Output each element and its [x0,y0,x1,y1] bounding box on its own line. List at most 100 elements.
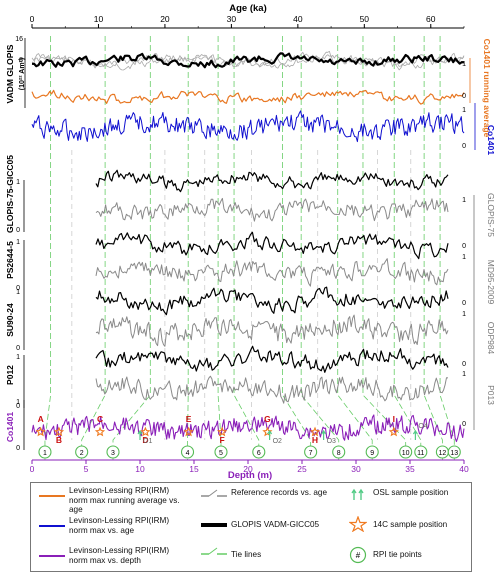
left-scale-1: 1 [16,239,20,246]
right-scale-0: 0 [462,93,466,100]
tie-point-label: 5 [219,450,223,457]
vadm-tick-16: 16 [15,36,23,43]
svg-text:#: # [356,551,361,560]
co1401-age-curve [31,110,465,143]
right-scale-0: 0 [462,361,466,368]
legend-norm-age: Levinson-Lessing RPI(IRM) norm max vs. a… [69,516,170,535]
left-scale-0: 0 [16,285,20,292]
osl-marker [267,429,273,440]
right-scale-0: 0 [462,143,466,150]
tie-point-label: 2 [80,450,84,457]
tie-point-circle [414,445,428,459]
c14-label: A [38,414,44,424]
right-labels: Co1401 running average Co1401 GLOPIS-75 … [462,39,496,430]
right-scale-1: 1 [462,61,466,68]
left-scale-1: 1 [16,179,20,186]
p013-curve [95,375,449,404]
top-tick-label: 50 [360,14,370,24]
glopis-gicc-label: GLOPIS-75-GICC05 [5,155,15,233]
tie-point-circle [332,445,346,459]
c14-label: H [312,435,318,445]
md95-label: MD95-2009 [486,260,496,305]
c14-star-marker [94,426,106,437]
right-scale-1: 1 [462,197,466,204]
tie-point-circle [304,445,318,459]
tie-point-circle [399,445,413,459]
c14-label: C [97,414,103,424]
tie-point-label: 9 [370,450,374,457]
left-scale-1: 1 [16,289,20,296]
legend-norm-depth: Levinson-Lessing RPI(IRM) norm max vs. d… [69,546,170,565]
glopis-vadm-envelope [31,54,465,71]
su90-curve [95,286,449,316]
ps2644-curve [95,231,449,260]
odp984-curve [95,314,449,347]
osl-label: O1 [143,438,152,445]
c14-star-marker [309,426,321,437]
left-scale-0: 0 [16,445,20,452]
co1401-depth-curve [31,414,465,443]
top-axis-title: Age (ka) [229,3,266,14]
c14-star-marker [35,426,46,437]
c14-label: F [219,435,224,445]
c14-star-marker [183,426,194,437]
bottom-depth-axis: 0 5 10 15 20 25 30 35 40 Depth (m) [30,459,469,481]
right-scale-0: 0 [462,300,466,307]
glopis-vadm-envelope [31,50,465,68]
left-scale-0: 0 [16,227,20,234]
vadm-label: VADM GLOPIS [5,44,15,103]
left-scale-1: 1 [16,354,20,361]
right-scale-1: 1 [462,107,466,114]
c14-star-marker [388,426,399,437]
co1401-running-label: Co1401 running average [482,39,492,138]
ps2644-label: PS2644-5 [5,241,15,279]
bottom-tick-label: 5 [84,464,89,474]
series-curves-group [31,50,465,443]
c14-star-marker [140,426,151,437]
c14-label: D [142,435,148,445]
tie-point-label: 6 [257,450,261,457]
top-tick-label: 60 [426,14,436,24]
legend-reference: Reference records vs. age [231,488,328,497]
su90-label: SU90-24 [5,303,15,337]
osl-marker [412,429,418,440]
tie-point-label: 8 [337,450,341,457]
c14-label: B [56,435,62,445]
right-scale-1: 1 [462,371,466,378]
right-scale-1: 1 [462,254,466,261]
tie-point-circle [38,445,52,459]
bottom-tick-label: 25 [297,464,307,474]
c14-label: E [186,414,192,424]
vadm-unit-label: (10²² Am²) [19,58,26,90]
legend-blue-swatch [39,525,65,527]
legend-purple-swatch [39,555,65,557]
glopis-vadm-curve [31,52,465,69]
tie-point-label: 12 [439,450,447,457]
star-icon [349,516,367,532]
tie-point-label: 13 [450,450,458,457]
osl-icon [351,488,364,500]
bottom-axis-title: Depth (m) [228,470,272,481]
left-scale-1: 1 [16,399,20,406]
legend-c14: 14C sample position [373,520,448,529]
left-labels: VADM GLOPIS (10²² Am²) 16 8 GLOPIS-75-GI… [5,36,26,452]
md95-curve [95,258,449,287]
osl-label: O3 [327,438,336,445]
legend-running-average: Levinson-Lessing RPI(IRM) norm max runni… [69,486,180,514]
tie-point-circle [106,445,120,459]
left-scale-0: 0 [16,403,20,410]
glopis75-gicc05-curve [95,169,449,193]
right-scale-1: 1 [462,311,466,318]
legend-osl: OSL sample position [373,488,449,497]
bottom-tick-label: 15 [189,464,199,474]
tie-point-circle [252,445,266,459]
tie-point-label: 1 [43,450,47,457]
osl-label: O2 [273,438,282,445]
glopis75-label: GLOPIS-75 [486,193,496,237]
bottom-tick-label: 20 [243,464,253,474]
legend: Levinson-Lessing RPI(IRM) norm max runni… [30,482,472,572]
tie-line [187,36,189,460]
tie-point-label: 11 [417,450,424,457]
bottom-tick-label: 10 [135,464,145,474]
